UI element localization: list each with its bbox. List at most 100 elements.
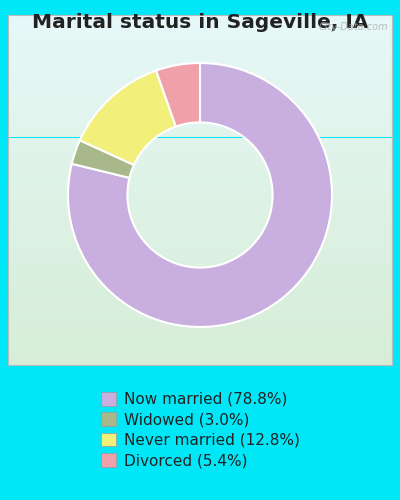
Bar — [8, 264, 392, 265]
Bar — [8, 160, 392, 162]
Bar — [8, 218, 392, 220]
Bar — [8, 20, 392, 22]
Bar — [8, 281, 392, 283]
Bar — [8, 18, 392, 20]
Bar — [8, 300, 392, 302]
Bar — [8, 52, 392, 54]
Wedge shape — [68, 63, 332, 327]
Bar — [8, 214, 392, 216]
Bar — [8, 256, 392, 258]
Bar — [8, 238, 392, 239]
Bar — [8, 293, 392, 295]
Bar — [8, 72, 392, 74]
Bar — [8, 335, 392, 337]
Bar — [8, 127, 392, 129]
Bar — [8, 71, 392, 73]
Bar — [8, 82, 392, 84]
Bar — [8, 307, 392, 309]
Bar — [8, 150, 392, 152]
Bar — [8, 36, 392, 38]
Bar — [8, 314, 392, 316]
Bar — [8, 216, 392, 218]
Bar — [8, 202, 392, 204]
Bar — [8, 66, 392, 68]
Bar — [8, 353, 392, 354]
Bar — [8, 183, 392, 184]
Bar — [8, 132, 392, 134]
Bar — [8, 360, 392, 362]
Bar — [8, 195, 392, 197]
Bar — [8, 104, 392, 106]
Bar — [8, 27, 392, 29]
Bar — [8, 320, 392, 321]
Bar — [8, 110, 392, 112]
Bar — [8, 269, 392, 270]
Bar — [8, 258, 392, 260]
Bar — [8, 171, 392, 172]
Bar — [8, 55, 392, 57]
Bar — [8, 158, 392, 160]
Bar — [8, 265, 392, 267]
Bar — [8, 85, 392, 87]
Bar — [8, 180, 392, 181]
Bar — [8, 253, 392, 255]
Bar — [8, 255, 392, 256]
Bar — [8, 42, 392, 43]
Bar — [8, 190, 392, 192]
Bar — [8, 162, 392, 164]
Bar — [8, 225, 392, 227]
Bar — [8, 339, 392, 340]
Bar — [8, 239, 392, 241]
Bar — [8, 128, 392, 130]
Bar — [8, 230, 392, 232]
Bar — [8, 325, 392, 326]
Bar — [8, 102, 392, 104]
Bar — [8, 16, 392, 18]
Bar — [8, 267, 392, 269]
Bar — [8, 244, 392, 246]
Bar — [8, 326, 392, 328]
Bar — [8, 362, 392, 363]
Bar — [8, 106, 392, 108]
Bar — [8, 62, 392, 64]
Bar — [8, 152, 392, 153]
Bar — [8, 48, 392, 50]
Bar — [8, 169, 392, 171]
Bar — [8, 74, 392, 76]
Bar — [8, 78, 392, 80]
Bar — [8, 283, 392, 284]
Legend: Now married (78.8%), Widowed (3.0%), Never married (12.8%), Divorced (5.4%): Now married (78.8%), Widowed (3.0%), Nev… — [101, 392, 299, 468]
Bar — [8, 344, 392, 346]
Bar — [8, 213, 392, 214]
Bar — [8, 274, 392, 276]
Bar — [8, 32, 392, 34]
Bar — [8, 98, 392, 99]
Bar — [8, 54, 392, 55]
Bar — [8, 298, 392, 300]
Bar — [8, 45, 392, 46]
Bar — [8, 136, 392, 138]
Bar — [8, 304, 392, 306]
Bar — [8, 290, 392, 292]
Bar — [8, 178, 392, 180]
Bar — [8, 172, 392, 174]
Bar — [8, 236, 392, 238]
Bar — [8, 278, 392, 279]
Bar — [8, 223, 392, 225]
Bar — [8, 112, 392, 113]
Bar — [8, 337, 392, 339]
Bar — [8, 309, 392, 310]
Bar — [8, 40, 392, 42]
Bar — [8, 316, 392, 318]
Bar — [8, 349, 392, 351]
Bar — [8, 354, 392, 356]
Bar — [8, 31, 392, 32]
Bar — [8, 99, 392, 101]
Bar — [8, 24, 392, 26]
Bar — [8, 122, 392, 124]
Bar — [8, 144, 392, 146]
Bar — [8, 262, 392, 264]
Bar — [8, 188, 392, 190]
Bar — [8, 96, 392, 97]
Bar — [8, 101, 392, 102]
